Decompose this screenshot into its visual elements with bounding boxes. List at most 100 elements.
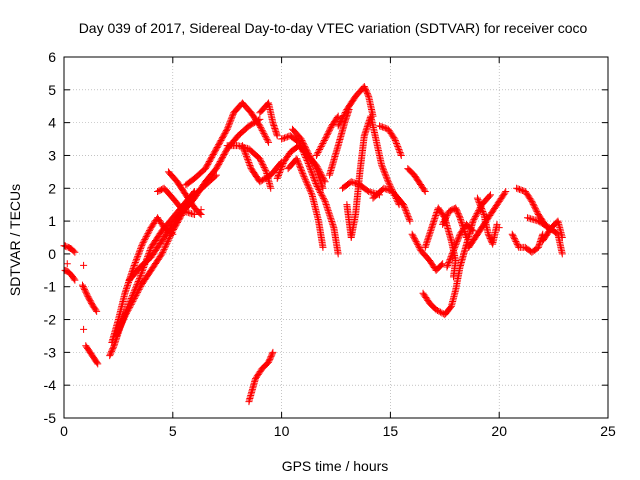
- data-point: [240, 145, 248, 153]
- data-point: [531, 203, 539, 211]
- data-point: [394, 144, 402, 152]
- data-point: [411, 236, 419, 244]
- data-point: [334, 250, 342, 258]
- data-point: [517, 186, 525, 194]
- data-point: [510, 233, 518, 241]
- data-point: [391, 137, 399, 145]
- data-point: [410, 233, 418, 241]
- data-point: [196, 209, 204, 217]
- data-point: [244, 157, 252, 165]
- data-point: [320, 138, 328, 146]
- data-point: [380, 124, 388, 132]
- data-point: [461, 227, 469, 235]
- axis-ticks: 0 5 10 15 20 25 -5 -4 -3 -2 -1 0 1 2 3 4 5 6: [44, 49, 616, 439]
- data-point: [307, 188, 315, 196]
- data-point: [477, 203, 485, 211]
- data-point: [529, 200, 537, 208]
- data-point: [384, 186, 392, 194]
- data-point: [380, 184, 388, 192]
- data-point: [94, 360, 102, 368]
- data-point: [245, 160, 253, 168]
- data-point: [445, 257, 453, 265]
- data-point: [302, 155, 310, 163]
- data-point: [347, 178, 355, 186]
- data-point: [137, 271, 145, 279]
- data-point: [302, 145, 310, 153]
- data-point: [319, 243, 327, 251]
- data-point: [450, 247, 458, 255]
- data-point: [307, 167, 315, 175]
- data-point: [529, 199, 537, 207]
- data-point: [446, 256, 454, 264]
- data-point: [244, 155, 252, 163]
- x-tick-label: 20: [491, 423, 507, 439]
- x-tick-label: 10: [274, 423, 290, 439]
- data-point: [478, 205, 486, 213]
- chart-title: Day 039 of 2017, Sidereal Day-to-day VTE…: [79, 20, 588, 36]
- data-point: [325, 128, 333, 136]
- data-point: [475, 197, 483, 205]
- data-point: [476, 200, 484, 208]
- data-point: [428, 222, 436, 230]
- data-point: [317, 190, 325, 198]
- data-point: [509, 232, 517, 240]
- data-point: [440, 217, 448, 225]
- data-point: [458, 218, 466, 226]
- data-point: [114, 329, 122, 337]
- data-point: [378, 163, 386, 171]
- data-point: [267, 184, 275, 192]
- data-point: [463, 234, 471, 241]
- data-point: [311, 162, 319, 170]
- data-point: [396, 148, 404, 156]
- data-point: [508, 230, 516, 238]
- data-point: [326, 125, 334, 133]
- data-point: [114, 327, 122, 335]
- data-point: [121, 289, 129, 297]
- data-point: [513, 239, 521, 247]
- data-point: [134, 278, 142, 286]
- data-point: [63, 260, 71, 268]
- data-point: [422, 240, 430, 248]
- data-point: [316, 145, 324, 153]
- data-point: [472, 211, 480, 219]
- data-point: [402, 207, 410, 215]
- data-point: [298, 137, 306, 145]
- data-point: [159, 248, 167, 256]
- data-point: [242, 151, 250, 159]
- data-point: [128, 299, 136, 307]
- data-point: [125, 305, 133, 313]
- data-point: [211, 172, 219, 180]
- data-point: [146, 225, 154, 233]
- data-point: [274, 171, 282, 179]
- data-point: [321, 178, 329, 186]
- data-point: [299, 171, 307, 179]
- data-point: [530, 202, 538, 210]
- data-point: [453, 238, 461, 246]
- data-point: [269, 348, 277, 356]
- data-point: [319, 140, 327, 148]
- data-point: [163, 239, 171, 247]
- data-point: [558, 250, 566, 258]
- data-point: [312, 165, 320, 173]
- data-point: [273, 174, 281, 182]
- y-tick-label: 6: [48, 49, 56, 65]
- data-point: [121, 288, 129, 296]
- data-point: [514, 185, 522, 193]
- data-point: [302, 153, 310, 161]
- data-point: [377, 122, 385, 130]
- data-point: [478, 206, 486, 214]
- data-point: [145, 227, 153, 235]
- y-tick-label: 2: [48, 180, 56, 196]
- data-point: [349, 178, 357, 186]
- data-point: [310, 175, 318, 183]
- data-point: [129, 297, 137, 305]
- data-point: [113, 330, 121, 338]
- data-point: [310, 173, 318, 181]
- data-point: [223, 125, 231, 133]
- data-point: [456, 214, 464, 222]
- data-point: [276, 167, 284, 175]
- data-point: [260, 163, 268, 171]
- data-point: [412, 238, 420, 246]
- data-point: [126, 302, 134, 310]
- x-tick-label: 25: [600, 423, 616, 439]
